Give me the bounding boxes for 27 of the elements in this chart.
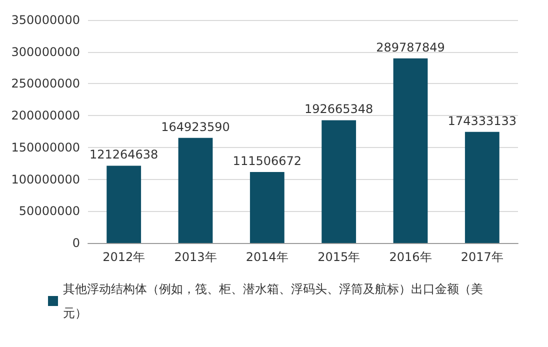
y-tick-label: 300000000 <box>11 44 80 59</box>
data-label: 164923590 <box>161 120 230 134</box>
x-tick-label: 2014年 <box>246 250 288 264</box>
bar <box>250 172 284 243</box>
y-tick-label: 50000000 <box>18 204 80 218</box>
bar <box>464 132 500 243</box>
x-tick-label: 2017年 <box>460 250 504 264</box>
data-label: 121264638 <box>89 148 158 162</box>
x-tick-label: 2016年 <box>389 250 432 264</box>
bar <box>178 138 213 243</box>
x-tick-label: 2015年 <box>318 250 360 264</box>
data-label: 174333133 <box>448 114 517 128</box>
data-label: 192665348 <box>304 102 374 116</box>
y-tick-label: 250000000 <box>11 76 80 91</box>
data-label: 111506672 <box>232 154 302 168</box>
y-tick-label: 350000000 <box>11 13 80 27</box>
y-tick-label: 100000000 <box>11 172 80 186</box>
y-tick-label: 200000000 <box>11 108 80 123</box>
y-tick-label: 0 <box>72 236 80 250</box>
legend-label: 其他浮动结构体（例如，筏、柜、潜水箱、浮码头、浮筒及航标）出口金额（美元） <box>63 282 483 320</box>
x-tick-label: 2012年 <box>102 250 146 264</box>
data-label: 289787849 <box>376 40 445 54</box>
x-tick-label: 2013年 <box>174 250 217 264</box>
bar <box>106 166 142 243</box>
bar <box>393 58 428 243</box>
bar <box>322 120 356 243</box>
y-tick-label: 150000000 <box>11 140 80 154</box>
